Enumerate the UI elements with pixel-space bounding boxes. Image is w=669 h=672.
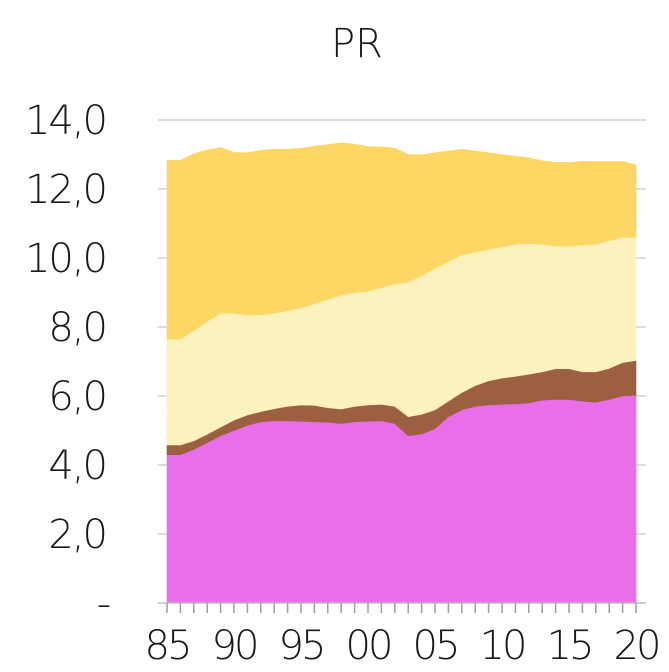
y-tick-label: 4,0 (48, 443, 106, 489)
y-tick-label: 6,0 (48, 374, 106, 420)
x-tick-label: 10 (480, 623, 525, 669)
x-tick-label: 00 (346, 623, 391, 669)
x-tick-label: 90 (212, 623, 257, 669)
chart-title: PR (331, 21, 383, 67)
x-tick-label: 95 (279, 623, 324, 669)
x-tick-label: 05 (413, 623, 458, 669)
x-tick-label: 15 (547, 623, 592, 669)
x-axis-tick-labels: 85 90 95 00 05 10 15 20 (145, 623, 662, 669)
y-tick-label: 12,0 (25, 167, 106, 213)
x-axis (158, 602, 646, 613)
area-series-4 (166, 142, 637, 340)
x-tick-label: 85 (145, 623, 190, 669)
y-tick-label: - (97, 581, 110, 627)
y-tick-label: 10,0 (25, 236, 106, 282)
series-areas (166, 142, 637, 604)
y-axis-tick-labels: - 2,0 4,0 6,0 8,0 10,0 12,0 14,0 (25, 98, 112, 627)
y-tick-label: 2,0 (48, 512, 106, 558)
y-tick-label: 14,0 (25, 98, 106, 144)
x-tick-label: 20 (614, 623, 659, 669)
y-tick-label: 8,0 (48, 305, 106, 351)
